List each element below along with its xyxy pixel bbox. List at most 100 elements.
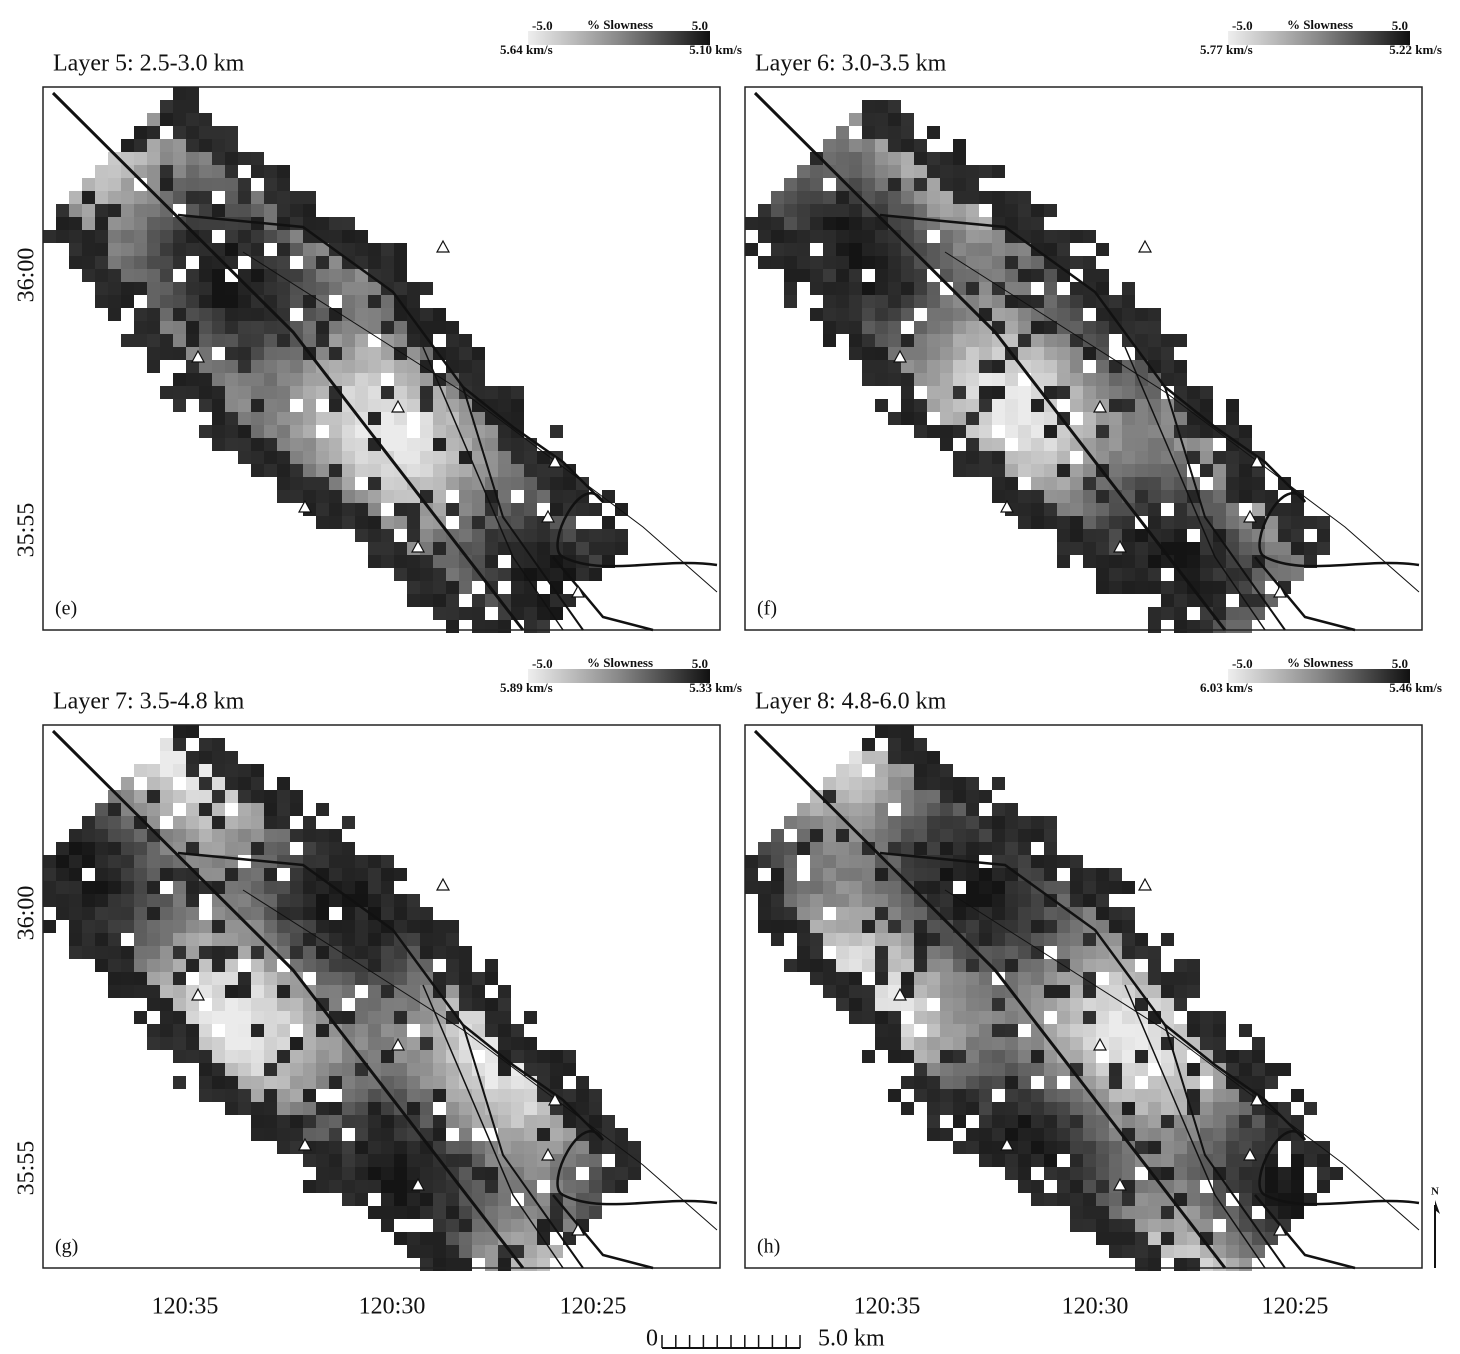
tomography-cell [485, 1193, 498, 1206]
tomography-cell [849, 985, 862, 998]
tomography-cell [1135, 425, 1148, 438]
tomography-cell [979, 295, 992, 308]
tomography-cell [472, 529, 485, 542]
tomography-cell [875, 113, 888, 126]
map-panel: (e) [43, 87, 720, 633]
tomography-cell [1213, 581, 1226, 594]
tomography-cell [342, 1063, 355, 1076]
tomography-cell [1057, 972, 1070, 985]
tomography-cell [810, 204, 823, 217]
tomography-cell [407, 503, 420, 516]
tomography-cell [498, 1258, 511, 1271]
tomography-cell [1161, 477, 1174, 490]
tomography-cell [927, 399, 940, 412]
tomography-cell [1278, 516, 1291, 529]
tomography-cell [563, 1128, 576, 1141]
tomography-cell [316, 412, 329, 425]
tomography-cell [1005, 1050, 1018, 1063]
tomography-cell [1148, 321, 1161, 334]
tomography-cell [368, 1167, 381, 1180]
tomography-cell [1161, 1219, 1174, 1232]
tomography-cell [199, 777, 212, 790]
tomography-cell [979, 1050, 992, 1063]
tomography-cell [862, 803, 875, 816]
tomography-cell [199, 1050, 212, 1063]
tomography-cell [940, 438, 953, 451]
tomography-cell [1070, 1219, 1083, 1232]
tomography-cell [498, 386, 511, 399]
tomography-cell [173, 1011, 186, 1024]
tomography-cell [316, 855, 329, 868]
tomography-cell [173, 738, 186, 751]
tomography-cell [342, 464, 355, 477]
tomography-cell [368, 920, 381, 933]
tomography-cell [511, 581, 524, 594]
tomography-cell [537, 1167, 550, 1180]
tomography-cell [875, 399, 888, 412]
tomography-cell [316, 803, 329, 816]
tomography-cell [940, 386, 953, 399]
tomography-cell [433, 451, 446, 464]
tomography-cell [459, 607, 472, 620]
tomography-cell [524, 594, 537, 607]
tomography-cell [1278, 477, 1291, 490]
tomography-cell [160, 308, 173, 321]
tomography-cell [290, 1063, 303, 1076]
tomography-cell [1018, 907, 1031, 920]
tomography-cell [290, 425, 303, 438]
tomography-cell [1304, 542, 1317, 555]
tomography-cell [225, 998, 238, 1011]
tomography-cell [1122, 555, 1135, 568]
tomography-cell [1083, 529, 1096, 542]
tomography-cell [1070, 1024, 1083, 1037]
tomography-cell [173, 1076, 186, 1089]
colorbar-max: 5.0 [1392, 656, 1408, 671]
tomography-cell [251, 777, 264, 790]
tomography-cell [875, 959, 888, 972]
tomography-cell [433, 1258, 446, 1271]
tomography-cell [1083, 881, 1096, 894]
tomography-cell [316, 451, 329, 464]
tomography-cell [316, 516, 329, 529]
tomography-cell [160, 1011, 173, 1024]
tomography-cell [446, 451, 459, 464]
tomography-cell [1044, 855, 1057, 868]
tomography-cell [927, 1037, 940, 1050]
tomography-cell [1096, 1206, 1109, 1219]
tomography-cell [901, 751, 914, 764]
tomography-cell [56, 230, 69, 243]
tomography-cell [303, 842, 316, 855]
tomography-cell [173, 126, 186, 139]
tomography-cell [173, 1050, 186, 1063]
tomography-cell [1096, 1063, 1109, 1076]
tomography-cell [290, 868, 303, 881]
y-axis-label: 35:55 [14, 1141, 40, 1196]
tomography-cell [368, 308, 381, 321]
tomography-cell [472, 503, 485, 516]
tomography-cell [446, 972, 459, 985]
tomography-cell [173, 816, 186, 829]
tomography-cell [329, 516, 342, 529]
tomography-cell [199, 386, 212, 399]
tomography-cell [56, 217, 69, 230]
tomography-cell [147, 1024, 160, 1037]
tomography-cell [1005, 386, 1018, 399]
tomography-cell [862, 152, 875, 165]
tomography-cell [1252, 477, 1265, 490]
tomography-cell [992, 360, 1005, 373]
tomography-cell [524, 1115, 537, 1128]
tomography-cell [862, 751, 875, 764]
tomography-cell [1031, 1102, 1044, 1115]
tomography-cell [329, 894, 342, 907]
tomography-cell [810, 178, 823, 191]
tomography-cell [277, 347, 290, 360]
tomography-cell [420, 1089, 433, 1102]
tomography-cell [186, 139, 199, 152]
tomography-cell [953, 816, 966, 829]
tomography-cell [797, 816, 810, 829]
tomography-cell [1070, 920, 1083, 933]
tomography-cell [1109, 451, 1122, 464]
tomography-cell [940, 1063, 953, 1076]
tomography-cell [69, 842, 82, 855]
tomography-cell [1148, 1076, 1161, 1089]
